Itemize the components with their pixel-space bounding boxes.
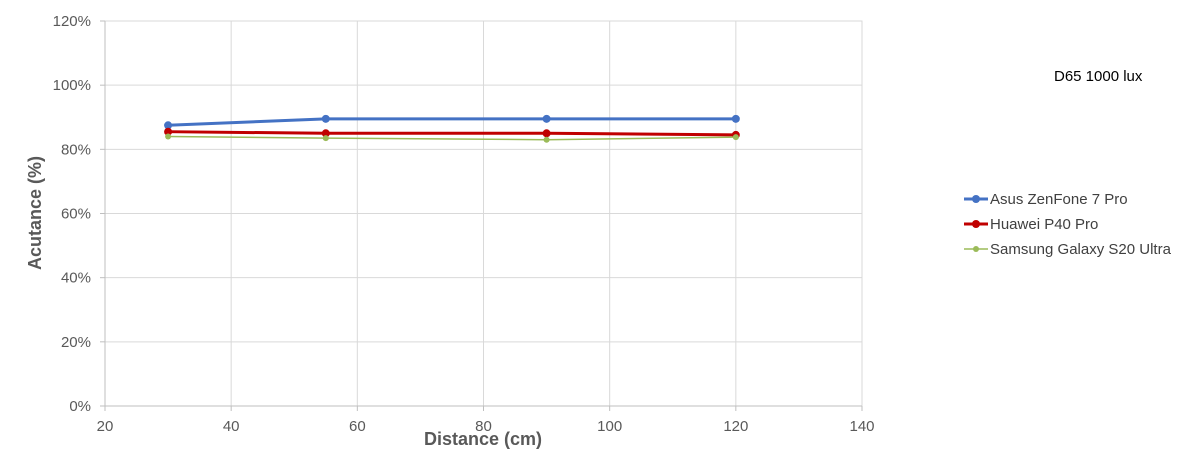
series-group bbox=[164, 114, 740, 143]
y-tick-label: 40% bbox=[61, 270, 91, 287]
x-tick-label: 140 bbox=[849, 418, 874, 435]
legend-marker bbox=[973, 246, 979, 252]
tick-labels: 0% 20% 40% 60% 80% 100% 120% 20 40 60 80 100 120 140 bbox=[53, 13, 875, 435]
data-point bbox=[732, 134, 739, 141]
axes bbox=[100, 20, 863, 411]
y-tick-label: 60% bbox=[61, 206, 91, 223]
condition-annotation: D65 1000 lux bbox=[1054, 68, 1143, 85]
legend-marker bbox=[972, 220, 980, 228]
data-point bbox=[321, 129, 330, 138]
legend-label: Asus ZenFone 7 Pro bbox=[990, 191, 1128, 208]
data-point bbox=[164, 121, 173, 130]
legend-marker bbox=[972, 195, 980, 203]
data-point bbox=[321, 114, 330, 123]
x-axis-title: Distance (cm) bbox=[424, 429, 542, 449]
x-tick-label: 40 bbox=[223, 418, 240, 435]
data-point bbox=[542, 129, 551, 138]
y-tick-label: 80% bbox=[61, 141, 91, 158]
data-point bbox=[543, 136, 550, 143]
x-tick-label: 120 bbox=[723, 418, 748, 435]
data-point bbox=[165, 133, 172, 140]
x-tick-label: 60 bbox=[349, 418, 366, 435]
data-point bbox=[542, 114, 551, 123]
data-point bbox=[322, 135, 329, 142]
x-tick-label: 80 bbox=[475, 418, 492, 435]
series-line-1 bbox=[168, 117, 736, 127]
gridlines bbox=[104, 20, 863, 407]
series-line-2 bbox=[168, 130, 736, 137]
legend-label: Samsung Galaxy S20 Ultra bbox=[990, 241, 1172, 258]
y-tick-label: 0% bbox=[69, 398, 91, 415]
legend: Asus ZenFone 7 Pro Huawei P40 Pro Samsung … bbox=[964, 191, 1172, 258]
data-point bbox=[164, 127, 173, 136]
x-tick-label: 100 bbox=[597, 418, 622, 435]
y-tick-label: 20% bbox=[61, 334, 91, 351]
legend-label: Huawei P40 Pro bbox=[990, 216, 1098, 233]
y-tick-label: 100% bbox=[53, 77, 91, 94]
x-tick-label: 20 bbox=[97, 418, 114, 435]
series-line-3 bbox=[168, 135, 736, 141]
y-tick-label: 120% bbox=[53, 13, 91, 30]
data-point bbox=[731, 114, 740, 123]
y-axis-title: Acutance (%) bbox=[25, 156, 45, 270]
